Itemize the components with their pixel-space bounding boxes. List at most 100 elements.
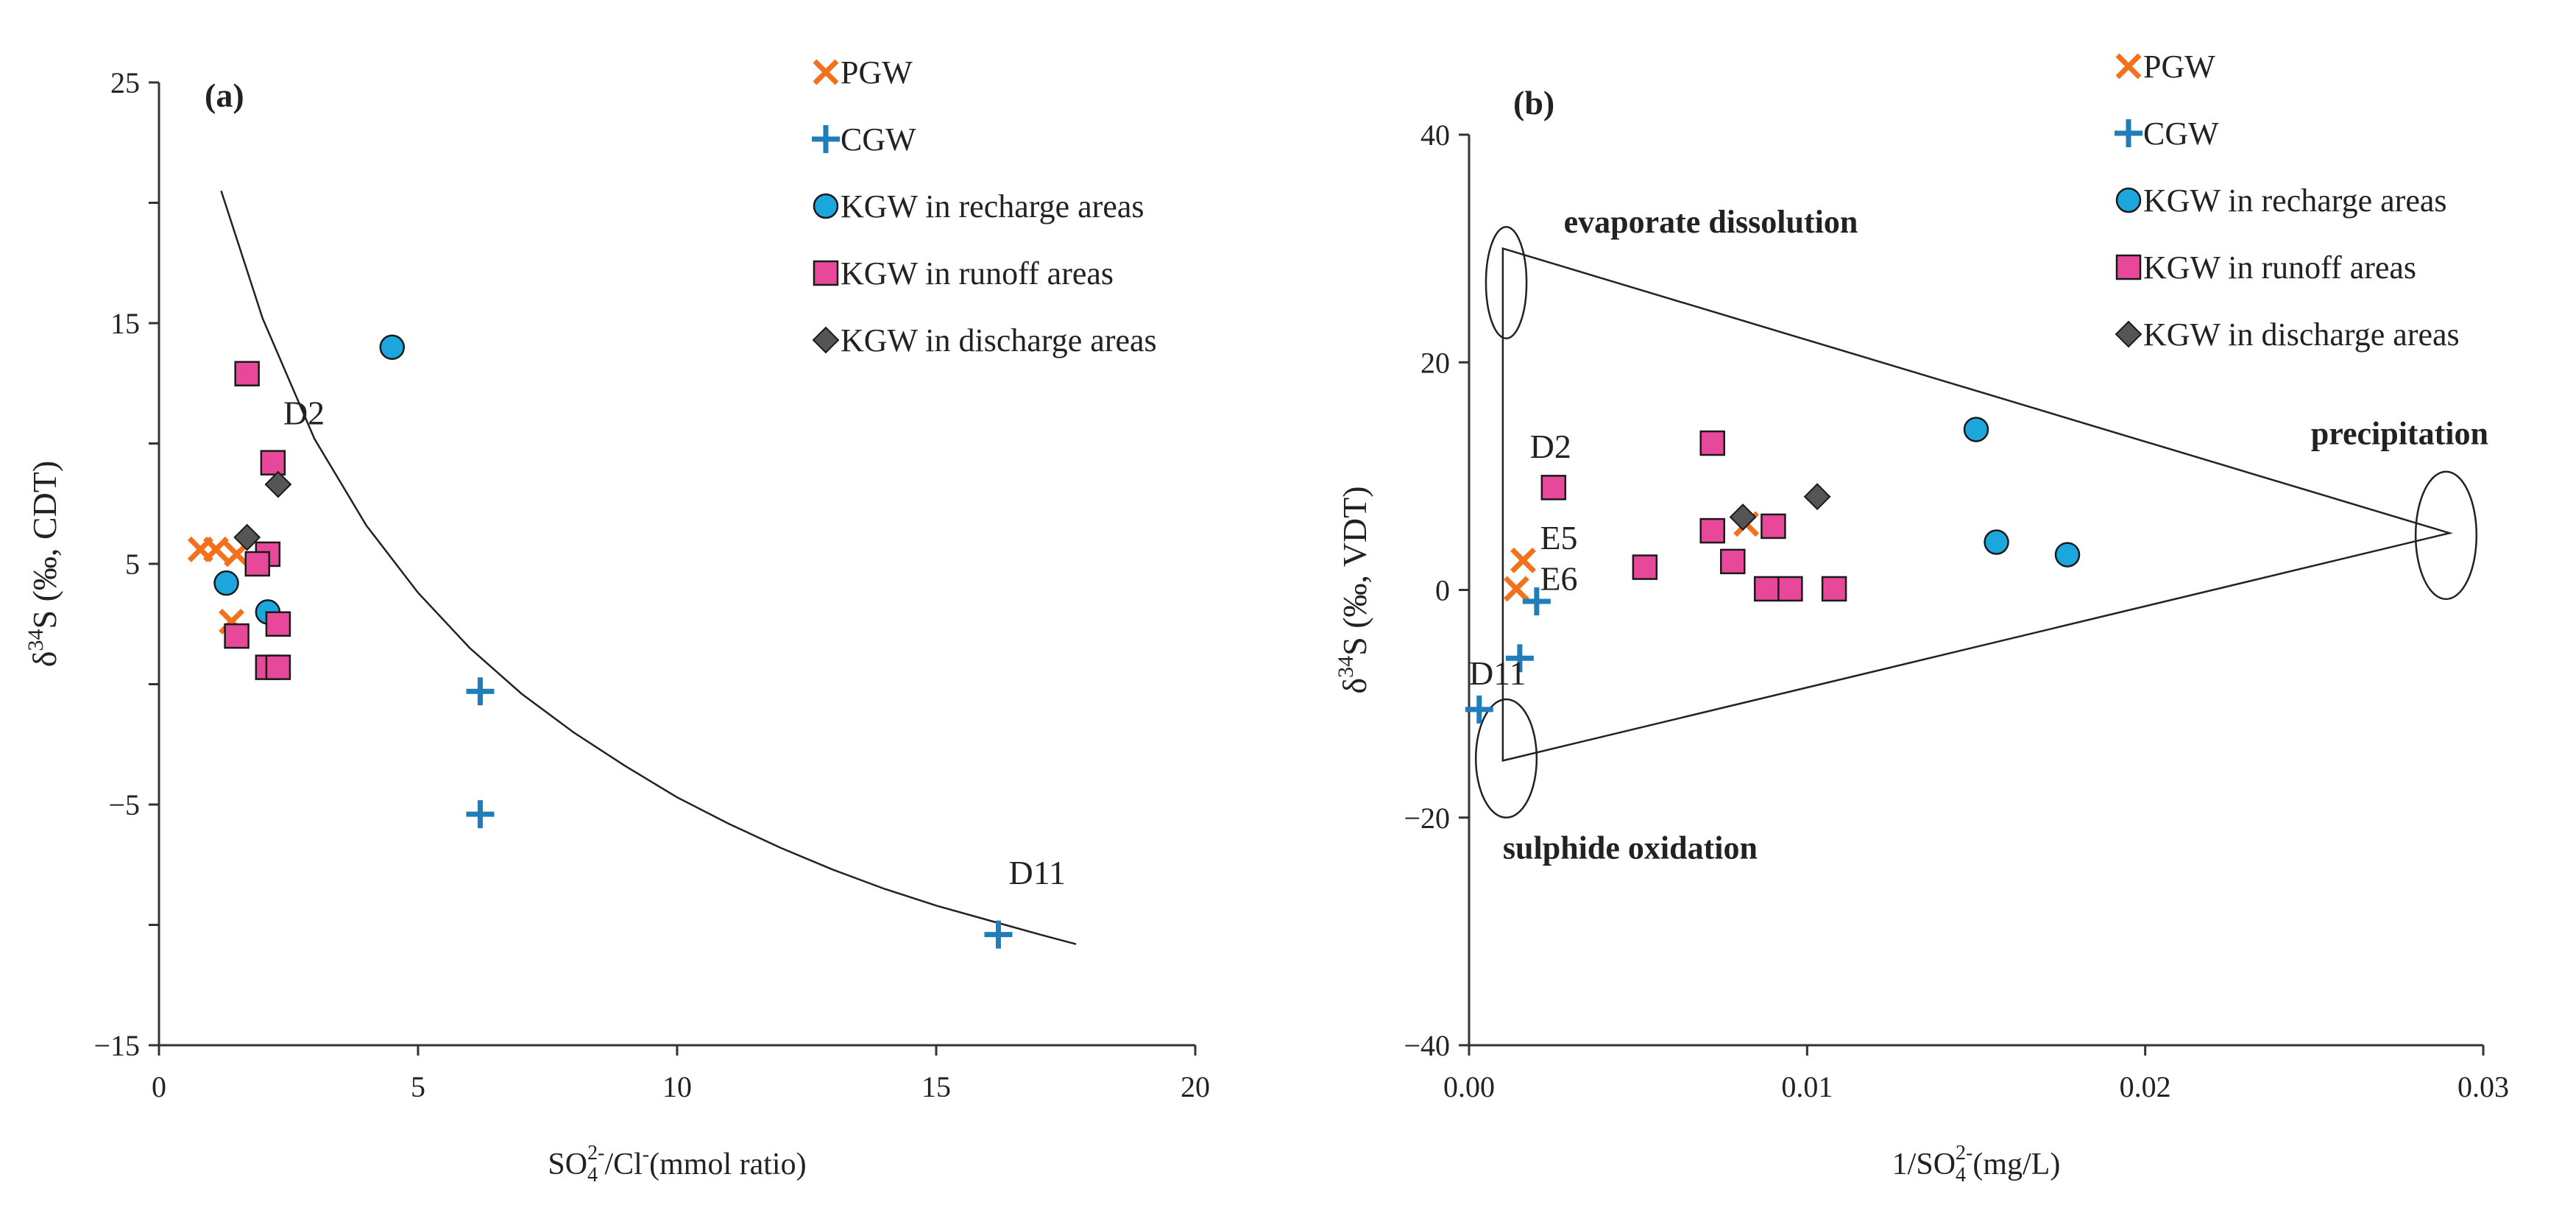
x-tick-label: 0.00 [1443,1070,1495,1103]
legend-marker-square-icon [814,261,838,285]
data-point-square [266,612,290,636]
legend-label: PGW [841,54,913,91]
legend: PGW CGW KGW in recharge areas KGW in runoff… [2115,49,2460,353]
x-axis-label-rest: (mmol ratio) [649,1148,806,1181]
x-tick-label: 0.02 [2120,1070,2171,1103]
point-annotation: D2 [1530,428,1571,465]
y-tick-label: −20 [1404,802,1450,835]
x-tick-label: 15 [921,1070,951,1103]
data-point-plus [466,800,494,828]
x-axis-label-tail: /Cl [604,1148,642,1181]
x-axis-label-sup2: - [643,1143,649,1166]
x-tick-label: 0.01 [1781,1070,1833,1103]
data-point-square [1778,577,1802,601]
data-point-diamond [266,472,291,497]
y-tick-label: −5 [108,788,140,821]
data-point-circle [381,336,404,359]
x-axis-label-main: SO [548,1148,587,1181]
chart-panel-a: −15−5515250 5 10 15 20SO42-/Cl-(mmol ratio)δ… [24,54,1210,1187]
data-point-circle [2056,543,2079,567]
y-axis-label: δ34S (‰, VDT) [1334,486,1373,693]
region-label: precipitation [2311,416,2488,452]
x-axis-label-main: 1/SO [1892,1148,1956,1181]
legend-label: KGW in runoff areas [2143,250,2416,286]
y-axis-label: δ34S (‰, CDT) [24,461,63,667]
data-point-square [266,656,290,679]
legend-marker-plus-icon [2115,119,2142,147]
x-axis-label-sub: 4 [1956,1164,1966,1187]
legend-label: KGW in recharge areas [841,188,1144,225]
end-member-ellipse [2416,472,2477,599]
y-tick-label: 40 [1420,119,1450,152]
y-axis-label-rest: S (‰, CDT) [26,461,63,629]
point-annotation: D11 [1009,854,1066,891]
data-point-square [1755,577,1778,601]
legend-label: KGW in discharge areas [2143,317,2460,353]
legend-label: KGW in recharge areas [2143,183,2447,219]
data-point-square [1633,556,1657,579]
data-point-square [1701,431,1724,455]
legend: PGW CGW KGW in recharge areas KGW in runoff… [812,54,1157,358]
region-label: evaporate dissolution [1564,204,1858,240]
x-axis-label-sub: 4 [587,1164,598,1187]
legend-label: KGW in runoff areas [841,255,1114,291]
y-tick-label: 5 [125,548,140,581]
legend-marker-diamond-icon [813,328,838,353]
legend-marker-plus-icon [812,125,840,153]
point-annotation: D11 [1469,654,1526,692]
point-annotation: E5 [1540,519,1577,556]
data-point-square [225,624,249,648]
legend-marker-circle-icon [2117,188,2140,212]
y-axis-label-sup: 34 [1334,656,1358,678]
x-axis-label-sup: 2- [587,1142,604,1164]
legend-marker-x-icon [815,61,837,83]
data-point-square [1542,476,1565,499]
end-member-ellipse [1476,699,1537,818]
y-tick-label: 0 [1435,574,1450,607]
data-point-square [261,451,285,475]
y-axis-label-sup: 34 [24,629,48,651]
x-axis-label-sup: 2- [1956,1142,1972,1164]
y-tick-label: 25 [110,66,140,99]
data-point-circle [1985,531,2009,554]
data-point-x [1505,578,1527,600]
figure-canvas: −15−5515250 5 10 15 20SO42-/Cl-(mmol ratio)δ… [0,0,2576,1216]
legend-label: CGW [841,121,916,158]
legend-marker-x-icon [2117,55,2140,77]
data-point-square [1701,519,1724,542]
legend-label: KGW in discharge areas [841,322,1157,358]
data-point-square [1761,515,1785,538]
y-tick-label: 15 [110,307,140,340]
data-point-x [1512,549,1534,571]
data-point-x [205,538,227,560]
y-axis-label-rest: S (‰, VDT) [1336,486,1373,655]
legend-marker-diamond-icon [2116,322,2141,347]
y-tick-label: 20 [1420,346,1450,379]
data-point-square [236,362,259,386]
legend-marker-circle-icon [814,194,838,218]
point-annotation: D2 [283,394,325,431]
x-axis-label: SO42-/Cl-(mmol ratio) [548,1142,806,1187]
data-point-circle [215,571,238,595]
x-axis-label: 1/SO42-(mg/L) [1892,1142,2061,1187]
y-axis-label-prefix: δ [26,651,63,668]
y-tick-label: −15 [93,1029,140,1062]
legend-marker-square-icon [2117,255,2140,279]
point-annotation: E6 [1540,560,1577,598]
data-point-square [246,552,269,576]
panel-label: (a) [205,77,244,114]
data-point-plus [466,677,494,705]
x-tick-label: 20 [1181,1070,1210,1103]
x-tick-label: 0 [152,1070,166,1103]
legend-label: CGW [2143,116,2219,152]
y-tick-label: −40 [1404,1029,1450,1062]
data-point-circle [1964,417,1988,441]
legend-label: PGW [2143,49,2215,85]
data-point-square [1721,550,1744,573]
x-axis-label-rest: (mg/L) [1972,1148,2060,1181]
data-point-plus [984,921,1012,949]
fitted-curve [222,191,1077,944]
data-point-square [1822,577,1846,601]
x-tick-label: 5 [411,1070,425,1103]
data-point-diamond [1805,484,1830,509]
